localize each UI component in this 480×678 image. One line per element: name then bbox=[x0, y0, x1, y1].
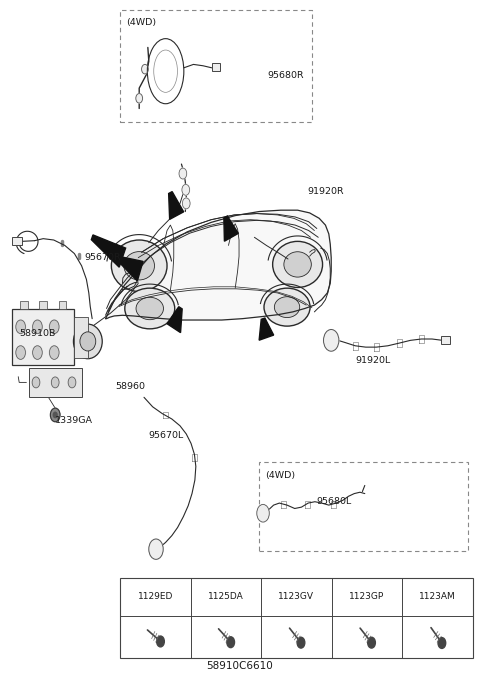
Circle shape bbox=[324, 330, 339, 351]
Circle shape bbox=[149, 539, 163, 559]
Circle shape bbox=[438, 637, 446, 648]
Bar bbox=[29, 368, 82, 397]
Bar bbox=[212, 63, 220, 71]
Circle shape bbox=[33, 320, 42, 334]
Polygon shape bbox=[106, 210, 331, 320]
Bar bbox=[12, 309, 74, 365]
Polygon shape bbox=[259, 318, 274, 340]
Ellipse shape bbox=[73, 324, 102, 359]
Circle shape bbox=[182, 184, 190, 195]
Circle shape bbox=[179, 168, 187, 179]
Ellipse shape bbox=[80, 332, 96, 351]
Text: 95680L: 95680L bbox=[317, 497, 352, 506]
Circle shape bbox=[51, 377, 59, 388]
Bar bbox=[441, 336, 450, 344]
Polygon shape bbox=[91, 235, 126, 267]
Text: 91920R: 91920R bbox=[307, 186, 344, 196]
Polygon shape bbox=[167, 306, 182, 333]
Circle shape bbox=[136, 94, 143, 103]
Circle shape bbox=[142, 64, 148, 74]
Circle shape bbox=[53, 412, 57, 418]
Text: 95670R: 95670R bbox=[84, 253, 120, 262]
Bar bbox=[59, 301, 66, 309]
Text: 91920L: 91920L bbox=[355, 356, 390, 365]
Circle shape bbox=[49, 346, 59, 359]
Circle shape bbox=[32, 377, 40, 388]
Circle shape bbox=[182, 198, 190, 209]
Ellipse shape bbox=[136, 297, 164, 319]
Text: 58910C6610: 58910C6610 bbox=[206, 661, 274, 671]
Circle shape bbox=[257, 504, 269, 522]
Polygon shape bbox=[224, 216, 238, 241]
Bar bbox=[74, 317, 88, 358]
Circle shape bbox=[16, 320, 25, 334]
Ellipse shape bbox=[124, 252, 155, 280]
Polygon shape bbox=[119, 256, 143, 281]
Circle shape bbox=[368, 637, 375, 648]
Ellipse shape bbox=[111, 240, 167, 292]
Text: 1123GP: 1123GP bbox=[349, 593, 384, 601]
Circle shape bbox=[156, 636, 164, 647]
Circle shape bbox=[68, 377, 76, 388]
Text: (4WD): (4WD) bbox=[265, 471, 295, 479]
Bar bbox=[39, 301, 47, 309]
Ellipse shape bbox=[273, 241, 323, 287]
Text: 58960: 58960 bbox=[115, 382, 145, 391]
Ellipse shape bbox=[264, 288, 310, 326]
Text: (4WD): (4WD) bbox=[126, 18, 156, 27]
Circle shape bbox=[227, 637, 235, 647]
Bar bbox=[120, 578, 473, 658]
Text: 58910B: 58910B bbox=[19, 329, 56, 338]
Ellipse shape bbox=[125, 288, 175, 329]
Text: 1123GV: 1123GV bbox=[278, 593, 314, 601]
Text: 1123AM: 1123AM bbox=[419, 593, 456, 601]
Ellipse shape bbox=[284, 252, 312, 277]
Bar bbox=[12, 237, 22, 245]
Text: 95680R: 95680R bbox=[268, 71, 304, 81]
Circle shape bbox=[297, 637, 305, 648]
Text: 1129ED: 1129ED bbox=[138, 593, 173, 601]
Polygon shape bbox=[168, 192, 184, 220]
Bar bbox=[259, 462, 468, 551]
Circle shape bbox=[16, 346, 25, 359]
Bar bbox=[20, 301, 28, 309]
Ellipse shape bbox=[275, 297, 300, 317]
Circle shape bbox=[49, 320, 59, 334]
Text: 95670L: 95670L bbox=[149, 431, 184, 440]
Text: 1339GA: 1339GA bbox=[55, 416, 93, 425]
Text: 1125DA: 1125DA bbox=[208, 593, 244, 601]
Bar bbox=[120, 10, 312, 122]
Circle shape bbox=[50, 408, 60, 422]
Circle shape bbox=[33, 346, 42, 359]
